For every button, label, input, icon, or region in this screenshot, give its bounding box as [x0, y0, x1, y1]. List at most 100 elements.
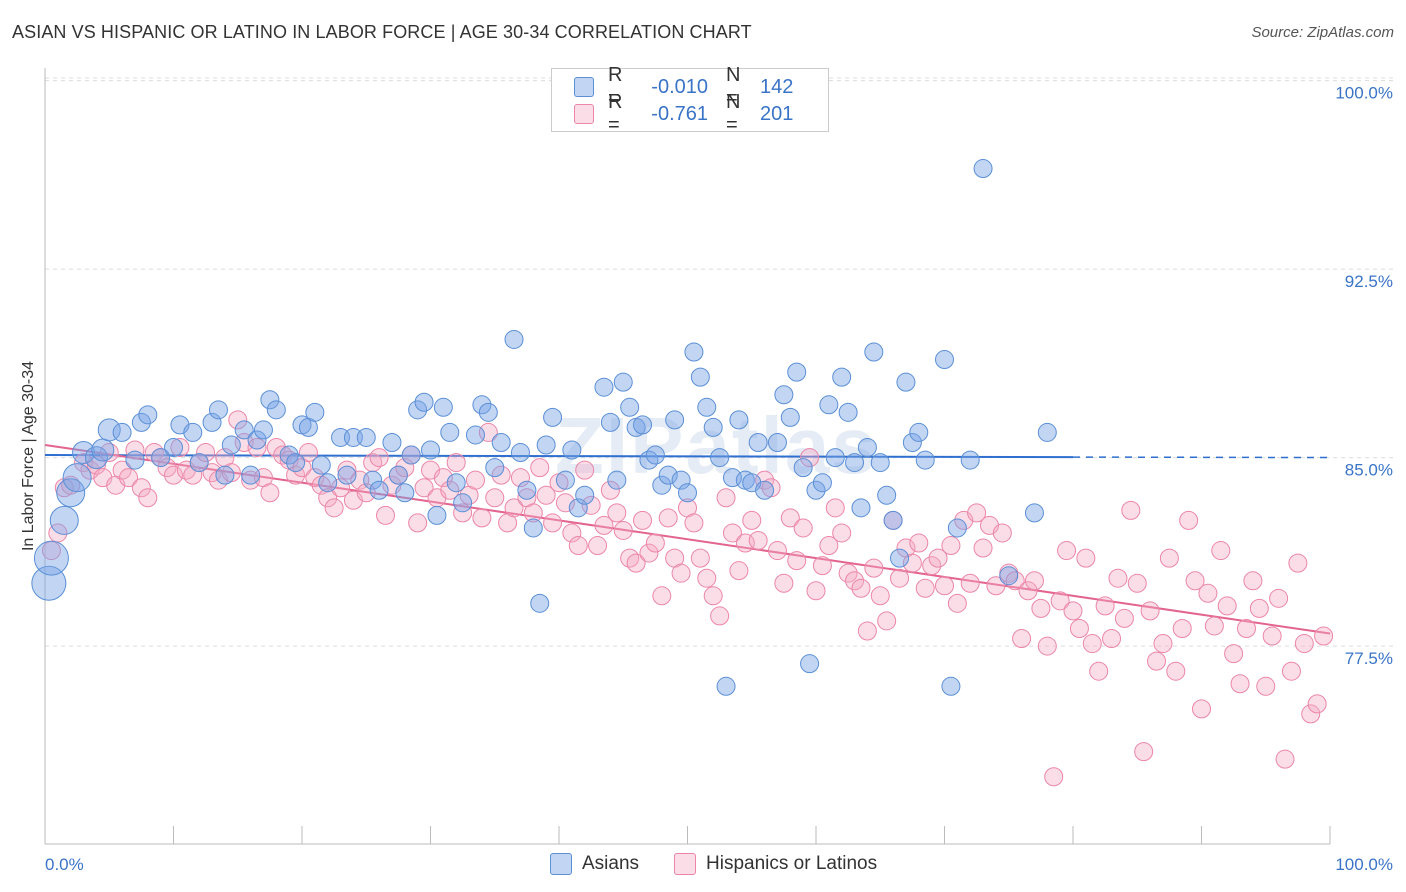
- hispanic-point: [491, 465, 511, 485]
- hispanic-point: [992, 523, 1012, 543]
- asian-point: [56, 478, 86, 508]
- asian-point: [247, 430, 267, 450]
- asian-point: [183, 422, 203, 442]
- hispanic-point: [1024, 571, 1044, 591]
- bottom-legend-label-hispanics: Hispanics or Latinos: [706, 853, 878, 874]
- y-tick-label: 85.0%: [1345, 461, 1393, 480]
- hispanic-point: [1018, 581, 1038, 601]
- chart-title: ASIAN VS HISPANIC OR LATINO IN LABOR FOR…: [12, 22, 752, 42]
- hispanic-point: [928, 548, 948, 568]
- hispanic-point: [767, 541, 787, 561]
- y-axis-title: In Labor Force | Age 30-34: [20, 361, 37, 551]
- hispanic-point: [440, 480, 460, 500]
- asian-point: [208, 400, 228, 420]
- hispanic-point: [119, 468, 139, 488]
- hispanic-point: [1314, 626, 1334, 646]
- asian-point: [318, 473, 338, 493]
- bottom-swatch-hispanics: [674, 853, 696, 875]
- asian-point: [62, 463, 92, 493]
- hispanic-point: [247, 438, 267, 458]
- legend-row-asians: R = -0.010 N = 142: [574, 64, 793, 109]
- hispanic-point: [1179, 510, 1199, 530]
- hispanic-point: [716, 488, 736, 508]
- asian-point: [877, 485, 897, 505]
- correlation-legend: R = -0.010 N = 142 R = -0.761 N = 201: [551, 64, 829, 136]
- asian-point: [97, 418, 121, 442]
- hispanic-point: [1230, 674, 1250, 694]
- asian-point: [305, 402, 325, 422]
- hispanic-point: [594, 515, 614, 535]
- hispanic-point: [890, 568, 910, 588]
- hispanic-point: [164, 465, 183, 485]
- hispanic-point: [144, 443, 164, 463]
- hispanic-point: [870, 586, 890, 606]
- hispanic-point: [472, 508, 492, 528]
- asian-point: [555, 470, 575, 490]
- hispanic-point: [793, 518, 813, 538]
- hispanic-point: [877, 611, 897, 631]
- asian-point: [729, 410, 749, 430]
- hispanic-point: [1294, 634, 1314, 654]
- asian-point: [767, 432, 787, 452]
- asian-point: [832, 367, 852, 387]
- hispanic-point: [260, 483, 280, 503]
- asian-point: [710, 448, 730, 468]
- hispanic-point: [729, 561, 749, 581]
- asian-point: [491, 432, 511, 452]
- hispanic-point: [453, 503, 473, 523]
- hispanic-point: [1057, 541, 1077, 561]
- hispanic-point: [607, 503, 627, 523]
- hispanic-point: [787, 551, 807, 571]
- hispanic-point: [1134, 742, 1154, 762]
- hispanic-point: [960, 573, 980, 593]
- hispanic-point: [774, 573, 794, 593]
- hispanic-point: [845, 571, 865, 591]
- hispanic-point: [1095, 596, 1115, 616]
- asian-point: [408, 400, 428, 420]
- asian-point: [825, 448, 845, 468]
- hispanic-point: [658, 508, 678, 528]
- hispanic-point: [1269, 588, 1289, 608]
- hispanic-point: [748, 531, 768, 551]
- asian-point: [530, 593, 550, 613]
- hispanic-point: [838, 563, 858, 583]
- asian-point: [902, 432, 922, 452]
- bottom-legend-hispanics: Hispanics or Latinos: [674, 851, 877, 877]
- asian-point: [838, 402, 858, 422]
- asian-point: [703, 417, 723, 437]
- asian-point: [266, 400, 286, 420]
- hispanic-point: [1262, 626, 1282, 646]
- hispanic-point: [1140, 601, 1160, 621]
- hispanic-point: [812, 556, 832, 576]
- hispanic-point: [973, 538, 993, 558]
- asian-point: [72, 441, 96, 465]
- hispanic-point: [1076, 548, 1096, 568]
- hispanic-point: [131, 478, 151, 498]
- asian-point: [138, 405, 158, 425]
- hispanic-point: [562, 523, 582, 543]
- hispanic-point: [819, 536, 839, 556]
- hispanic-point: [967, 503, 987, 523]
- asian-point: [427, 505, 447, 525]
- asian-point: [780, 407, 800, 427]
- hispanic-point: [947, 593, 967, 613]
- legend-r-label: R =: [608, 64, 623, 109]
- hispanic-point: [568, 536, 588, 556]
- asian-point: [999, 566, 1019, 586]
- asian-point: [620, 397, 640, 417]
- hispanic-point: [523, 503, 543, 523]
- asian-point: [421, 440, 440, 460]
- asian-point: [793, 458, 813, 478]
- hispanic-point: [1192, 699, 1211, 719]
- asian-point: [562, 440, 582, 460]
- asian-point: [594, 377, 614, 397]
- hispanic-point: [376, 505, 396, 525]
- asian-point: [806, 480, 826, 500]
- hispanic-point: [1037, 636, 1057, 656]
- asian-point: [478, 402, 498, 422]
- hispanic-point: [536, 485, 556, 505]
- asian-point: [433, 397, 453, 417]
- asian-point: [883, 510, 903, 530]
- asian-point: [253, 420, 273, 440]
- hispanic-point: [1281, 661, 1301, 681]
